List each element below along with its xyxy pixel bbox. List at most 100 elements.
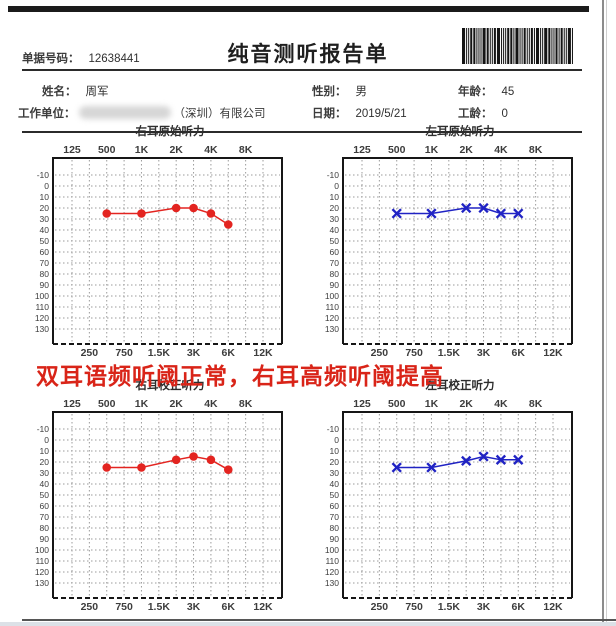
svg-text:90: 90 [330, 280, 340, 290]
name-label: 姓名： [42, 86, 77, 98]
svg-text:110: 110 [325, 556, 339, 566]
svg-text:50: 50 [40, 236, 50, 246]
svg-text:0: 0 [44, 435, 49, 445]
svg-text:120: 120 [35, 567, 49, 577]
doc-number-value: 12638441 [88, 53, 140, 65]
svg-text:125: 125 [353, 144, 371, 156]
audiogram-right-ear-corrected: 右耳校正听力 -10 0 10 20 30 40 50 60 70 80 90 100 110 120 130… [20, 372, 320, 616]
svg-text:40: 40 [40, 225, 50, 235]
svg-text:120: 120 [325, 567, 339, 577]
svg-text:右耳原始听力: 右耳原始听力 [135, 124, 205, 138]
svg-text:130: 130 [325, 578, 339, 588]
scan-edge-bottom [22, 619, 616, 621]
svg-text:3K: 3K [477, 347, 491, 359]
employer-label: 工作单位： [18, 108, 76, 120]
svg-text:0: 0 [334, 181, 339, 191]
svg-text:20: 20 [330, 457, 340, 467]
svg-text:6K: 6K [222, 347, 236, 359]
doc-number-row: 单据号码： 12638441 [22, 50, 140, 66]
name-value: 周军 [85, 86, 109, 98]
svg-text:0: 0 [44, 181, 49, 191]
svg-text:12K: 12K [543, 601, 563, 613]
svg-text:750: 750 [115, 347, 133, 359]
svg-text:750: 750 [115, 601, 133, 613]
svg-text:30: 30 [330, 214, 340, 224]
svg-text:1.5K: 1.5K [148, 601, 171, 613]
svg-text:左耳原始听力: 左耳原始听力 [425, 124, 495, 138]
svg-text:8K: 8K [529, 398, 543, 410]
svg-text:20: 20 [40, 457, 50, 467]
svg-text:右耳校正听力: 右耳校正听力 [135, 378, 205, 392]
svg-text:100: 100 [325, 545, 339, 555]
audiogram-right-ear-original: 右耳原始听力 -10 0 10 20 30 40 50 60 70 80 90 100 110 120 130… [20, 118, 320, 362]
header-divider-bottom [22, 131, 582, 133]
gender-value: 男 [355, 86, 368, 98]
audiogram-left-ear-original: 左耳原始听力 -10 0 10 20 30 40 50 60 70 80 90 100 110 120 130… [310, 118, 610, 362]
svg-text:30: 30 [330, 468, 340, 478]
page-title: 纯音测听报告单 [227, 43, 389, 66]
doc-number-label: 单据号码： [22, 53, 80, 65]
svg-text:130: 130 [35, 324, 49, 334]
svg-text:2K: 2K [459, 144, 473, 156]
svg-text:70: 70 [40, 512, 50, 522]
svg-text:-10: -10 [37, 424, 50, 434]
svg-text:90: 90 [40, 534, 50, 544]
svg-text:90: 90 [330, 534, 340, 544]
svg-text:60: 60 [330, 247, 340, 257]
date-field: 日期： 2019/5/21 [312, 105, 407, 121]
svg-text:100: 100 [35, 291, 49, 301]
scan-edge-right [602, 0, 604, 626]
svg-text:1K: 1K [135, 398, 149, 410]
svg-text:40: 40 [330, 225, 340, 235]
svg-text:2K: 2K [169, 398, 183, 410]
svg-text:125: 125 [353, 398, 371, 410]
svg-text:90: 90 [40, 280, 50, 290]
svg-text:3K: 3K [187, 347, 201, 359]
svg-text:120: 120 [325, 313, 339, 323]
svg-text:60: 60 [330, 501, 340, 511]
header-divider-top [22, 69, 582, 71]
svg-text:3K: 3K [477, 601, 491, 613]
work-years-value: 0 [501, 108, 508, 120]
svg-text:-10: -10 [327, 424, 340, 434]
svg-text:80: 80 [330, 523, 340, 533]
svg-text:60: 60 [40, 501, 50, 511]
svg-text:125: 125 [63, 398, 81, 410]
svg-text:4K: 4K [204, 398, 218, 410]
gender-field: 性别： 男 [312, 83, 367, 99]
svg-text:125: 125 [63, 144, 81, 156]
svg-text:3K: 3K [187, 601, 201, 613]
svg-text:6K: 6K [512, 601, 526, 613]
scan-edge-bottom-strip [0, 622, 616, 626]
svg-text:70: 70 [330, 258, 340, 268]
svg-text:110: 110 [35, 556, 49, 566]
svg-text:8K: 8K [529, 144, 543, 156]
scan-edge-right-light [606, 0, 607, 626]
svg-text:70: 70 [40, 258, 50, 268]
employer-value: （深圳）有限公司 [173, 108, 266, 120]
svg-text:30: 30 [40, 468, 50, 478]
svg-text:110: 110 [325, 302, 339, 312]
svg-text:120: 120 [35, 313, 49, 323]
employer-field: 工作单位： （深圳）有限公司 [18, 105, 266, 121]
barcode-icon [462, 28, 573, 64]
age-value: 45 [501, 86, 515, 98]
work-years-label: 工龄： [458, 108, 493, 120]
svg-text:60: 60 [40, 247, 50, 257]
svg-text:10: 10 [330, 192, 340, 202]
svg-text:1.5K: 1.5K [148, 347, 171, 359]
svg-text:4K: 4K [494, 144, 508, 156]
svg-text:130: 130 [325, 324, 339, 334]
svg-text:110: 110 [35, 302, 49, 312]
svg-text:10: 10 [40, 446, 50, 456]
svg-text:100: 100 [35, 545, 49, 555]
age-label: 年龄： [458, 86, 493, 98]
svg-text:-10: -10 [37, 170, 50, 180]
svg-text:40: 40 [40, 479, 50, 489]
audiogram-left-ear-corrected: 左耳校正听力 -10 0 10 20 30 40 50 60 70 80 90 100 110 120 130… [310, 372, 610, 616]
svg-text:80: 80 [330, 269, 340, 279]
svg-text:750: 750 [405, 347, 423, 359]
svg-text:100: 100 [325, 291, 339, 301]
svg-text:750: 750 [405, 601, 423, 613]
svg-text:250: 250 [81, 601, 99, 613]
